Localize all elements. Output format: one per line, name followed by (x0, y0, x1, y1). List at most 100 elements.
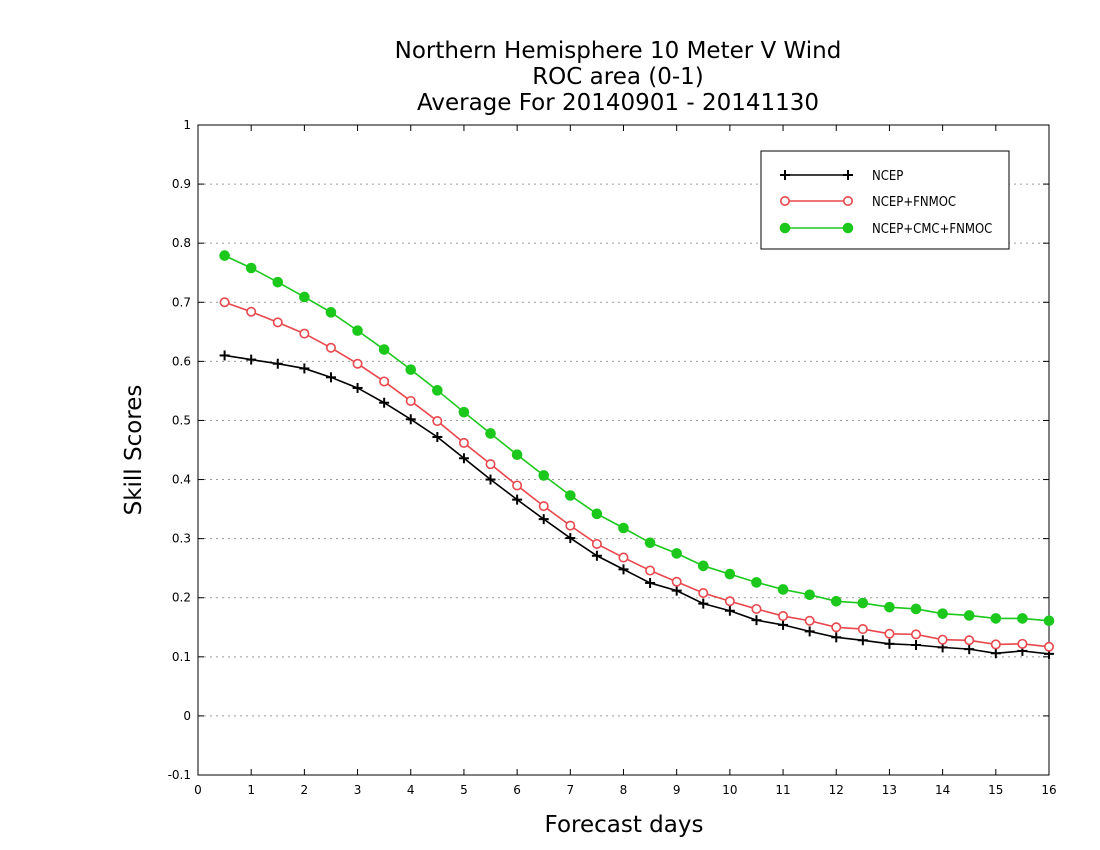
legend-marker-ncep-cmc-fnmoc (779, 222, 791, 234)
data-point-ncep-fnmoc (1017, 638, 1028, 649)
data-point-ncep-fnmoc (352, 358, 363, 369)
data-point-ncep (565, 533, 576, 544)
y-tick-label: 0 (183, 709, 191, 723)
data-point-ncep (379, 397, 390, 408)
data-point-ncep (671, 585, 682, 596)
x-tick-label: 4 (407, 783, 415, 797)
y-tick-label: 0.5 (172, 413, 191, 427)
legend-marker-ncep-fnmoc (842, 196, 853, 207)
x-tick-label: 3 (354, 783, 362, 797)
series-ncep (219, 350, 1054, 659)
y-tick-label: 0.1 (172, 650, 191, 664)
data-point-ncep (538, 514, 549, 525)
data-point-ncep-fnmoc (432, 416, 443, 427)
y-tick-label: 0.4 (172, 473, 191, 487)
legend: NCEP NCEP+FNMOC NCEP+CMC+FNMOC (760, 150, 1010, 250)
data-point-ncep-fnmoc (671, 576, 682, 587)
data-point-ncep-cmc-fnmoc (245, 262, 257, 274)
legend-marker-ncep (843, 170, 853, 180)
data-point-ncep (219, 350, 230, 361)
series-line-ncep-cmc-fnmoc (224, 254, 1050, 622)
x-tick-label: 9 (673, 783, 681, 797)
data-point-ncep-cmc-fnmoc (644, 537, 656, 549)
data-point-ncep-fnmoc (299, 328, 310, 339)
axis-ticks: -0.100.10.20.30.40.50.60.70.80.910 1 2 3 4 5 6… (168, 118, 1057, 797)
series-lines (219, 250, 1055, 659)
data-point-ncep-cmc-fnmoc (405, 364, 417, 375)
data-point-ncep-cmc-fnmoc (857, 597, 869, 609)
x-tick-label: 8 (620, 783, 628, 797)
data-point-ncep (432, 432, 443, 442)
y-tick-label: 0.7 (172, 295, 191, 309)
data-point-ncep-fnmoc (698, 587, 709, 598)
data-point-ncep (990, 648, 1001, 659)
chart-title-line-3: Average For 20140901 - 20141130 (417, 90, 819, 116)
legend-marker-ncep-cmc-fnmoc (842, 222, 854, 234)
data-point-ncep-fnmoc (884, 628, 895, 639)
data-point-ncep-fnmoc (458, 437, 469, 448)
data-point-ncep (884, 638, 895, 649)
data-point-ncep-cmc-fnmoc (1017, 613, 1028, 624)
data-point-ncep-cmc-fnmoc (1043, 615, 1055, 627)
data-point-ncep (325, 372, 336, 383)
data-point-ncep-cmc-fnmoc (724, 568, 736, 580)
data-point-ncep-fnmoc (512, 480, 523, 491)
data-point-ncep-fnmoc (618, 552, 629, 563)
legend-box (760, 150, 1010, 250)
data-point-ncep-fnmoc (751, 603, 762, 614)
data-point-ncep-cmc-fnmoc (963, 610, 975, 621)
data-point-ncep-cmc-fnmoc (565, 490, 576, 501)
data-point-ncep-fnmoc (405, 395, 416, 406)
data-point-ncep-fnmoc (379, 376, 390, 387)
data-point-ncep-fnmoc (246, 306, 257, 317)
x-tick-label: 5 (460, 783, 468, 797)
series-line-ncep (224, 354, 1050, 655)
data-point-ncep (352, 382, 363, 393)
legend-marker-ncep (780, 170, 790, 180)
legend-label-ncep-cmc-fnmoc: NCEP+CMC+FNMOC (872, 222, 992, 237)
data-point-ncep (485, 474, 496, 485)
data-point-ncep-cmc-fnmoc (378, 344, 390, 355)
data-point-ncep-cmc-fnmoc (272, 276, 284, 288)
data-point-ncep (804, 626, 815, 637)
data-point-ncep-fnmoc (565, 520, 576, 531)
data-point-ncep (645, 577, 656, 588)
legend-label-ncep-fnmoc: NCEP+FNMOC (872, 195, 956, 210)
y-tick-label: 1 (183, 118, 191, 132)
data-point-ncep-fnmoc (485, 459, 496, 470)
x-tick-label: 6 (513, 783, 521, 797)
x-tick-label: 11 (775, 783, 790, 797)
data-point-ncep (246, 354, 257, 365)
data-point-ncep-fnmoc (591, 538, 602, 549)
x-tick-label: 15 (988, 783, 1003, 797)
x-tick-label: 0 (194, 783, 202, 797)
data-point-ncep (299, 363, 310, 374)
x-tick-label: 10 (722, 783, 737, 797)
x-tick-label: 13 (882, 783, 897, 797)
data-point-ncep-fnmoc (724, 596, 735, 607)
y-tick-label: 0.8 (172, 236, 191, 250)
data-point-ncep-cmc-fnmoc (884, 601, 895, 613)
data-point-ncep-cmc-fnmoc (910, 603, 922, 615)
y-tick-label: 0.9 (172, 177, 191, 191)
data-point-ncep (618, 564, 629, 575)
data-point-ncep (512, 494, 523, 505)
y-tick-label: 0.2 (172, 591, 191, 605)
data-point-ncep (272, 358, 283, 369)
y-tick-label: 0.6 (172, 354, 191, 368)
data-point-ncep-fnmoc (1044, 641, 1055, 652)
legend-marker-ncep-fnmoc (779, 196, 790, 207)
data-point-ncep (964, 644, 975, 655)
data-point-ncep-fnmoc (964, 635, 975, 646)
y-tick-label: -0.1 (168, 768, 191, 782)
data-point-ncep-cmc-fnmoc (804, 589, 815, 601)
data-point-ncep-fnmoc (937, 634, 948, 645)
data-point-ncep (751, 615, 762, 626)
data-point-ncep-cmc-fnmoc (751, 577, 762, 588)
x-tick-label: 1 (247, 783, 255, 797)
data-point-ncep-cmc-fnmoc (591, 508, 603, 520)
x-tick-label: 12 (829, 783, 844, 797)
y-axis-label: Skill Scores (121, 385, 147, 516)
data-point-ncep-cmc-fnmoc (458, 406, 470, 418)
data-point-ncep-cmc-fnmoc (432, 385, 443, 396)
